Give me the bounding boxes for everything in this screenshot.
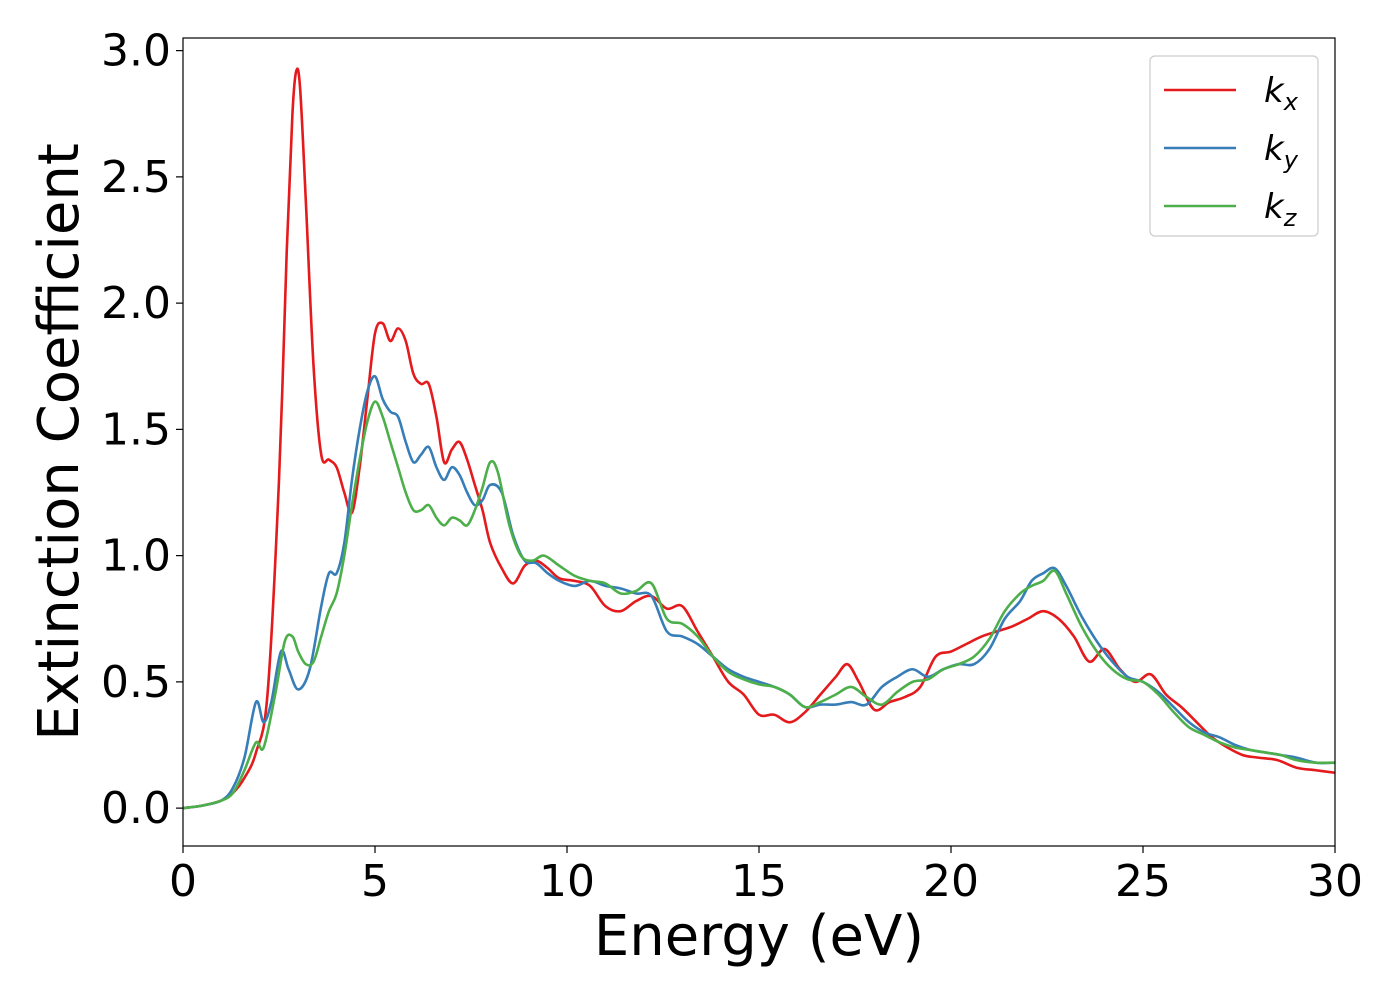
legend: kx ky kz [1149,55,1319,237]
y-tick-label: 2.0 [101,278,171,329]
y-tick-label: 0.0 [101,783,171,834]
y-axis-title: Extinction Coefficient [27,143,92,741]
y-tick-label: 0.5 [101,657,171,708]
y-tick-label: 1.0 [101,531,171,582]
y-axis: 0.0 0.5 1.0 1.5 2.0 2.5 3.0 [101,26,183,834]
x-axis-title: Energy (eV) [594,904,924,969]
x-tick-label: 15 [731,856,787,907]
x-tick-label: 20 [923,856,979,907]
legend-label: ky [1264,129,1299,174]
y-tick-label: 2.5 [101,152,171,203]
series-layer [183,67,1335,810]
series-line-k-z [183,400,1335,810]
x-axis: 0 5 10 15 20 25 30 [169,846,1363,907]
x-tick-label: 5 [361,856,389,907]
legend-box [1149,55,1319,237]
x-tick-label: 10 [539,856,595,907]
legend-label: kx [1264,71,1299,116]
x-tick-label: 25 [1115,856,1171,907]
y-tick-label: 1.5 [101,404,171,455]
legend-label: kz [1264,187,1298,232]
series-line-k-y [183,374,1335,810]
x-tick-label: 30 [1307,856,1363,907]
series-line-k-x [183,67,1335,810]
y-tick-label: 3.0 [101,26,171,77]
x-tick-label: 0 [169,856,197,907]
